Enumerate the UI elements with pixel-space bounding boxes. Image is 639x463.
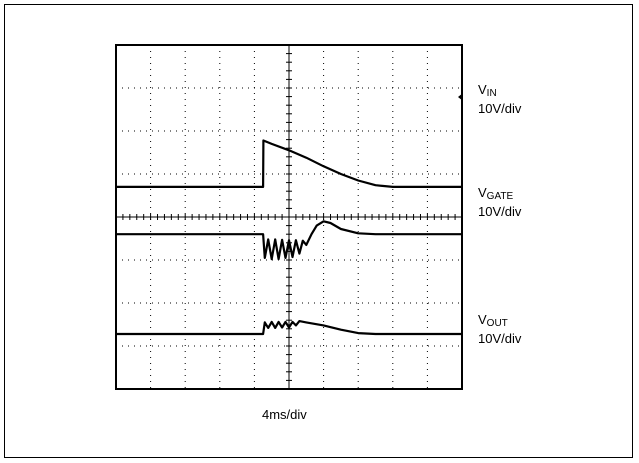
label-vgate-main: V [478,185,487,200]
trace-vout [116,320,462,336]
label-vin-main: V [478,82,487,97]
label-vin-sub: IN [486,88,497,99]
x-scale-label: 4ms/div [262,407,307,422]
trace-vin [116,139,462,188]
label-vin-scale: 10V/div [478,101,522,116]
label-vout: VOUT 10V/div [478,312,521,346]
label-vgate: VGATE 10V/div [478,185,521,219]
label-vin: VIN 10V/div [478,82,521,116]
figure-frame [4,4,633,458]
label-vgate-scale: 10V/div [478,204,522,219]
label-vout-sub: OUT [486,318,508,329]
label-vout-main: V [478,312,487,327]
trace-vgate [116,220,462,261]
plot-border [115,44,463,390]
label-vout-scale: 10V/div [478,331,522,346]
trigger-marker [458,93,463,101]
label-vgate-sub: GATE [486,191,514,202]
